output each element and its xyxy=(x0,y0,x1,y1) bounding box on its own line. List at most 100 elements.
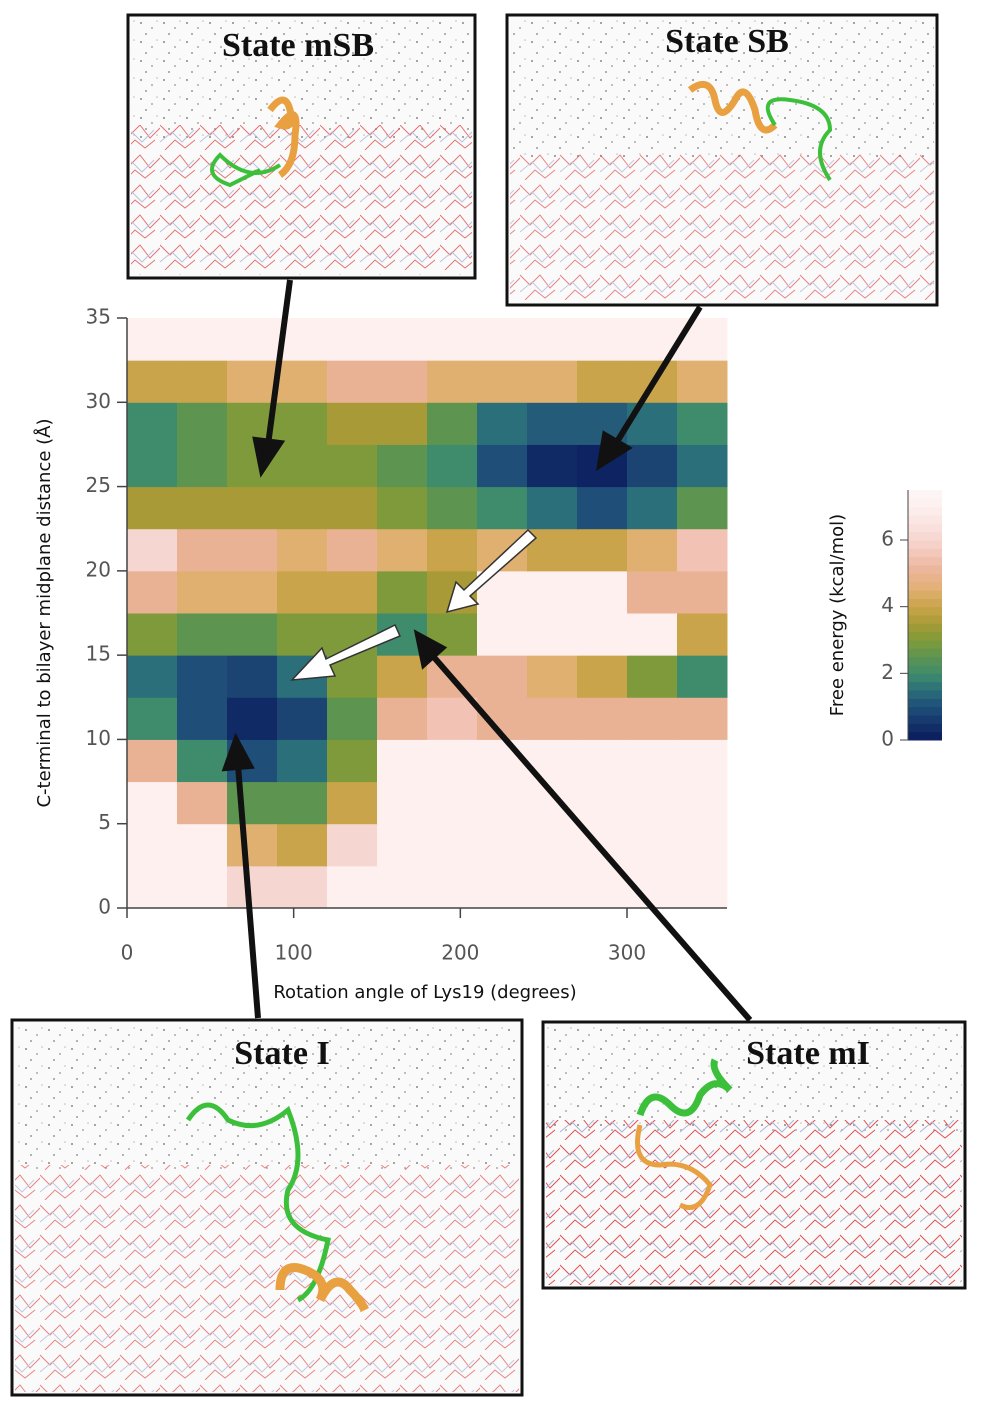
arrow-head xyxy=(595,430,633,472)
energy-cell xyxy=(427,360,478,403)
energy-cell xyxy=(677,402,728,445)
colorbar-tick-label: 6 xyxy=(881,527,894,551)
inset-sb: State SB xyxy=(505,13,939,307)
energy-cell xyxy=(127,486,178,530)
energy-cell xyxy=(327,570,378,614)
energy-cell xyxy=(127,528,178,572)
transition-arrow xyxy=(445,528,538,614)
colorbar-band xyxy=(908,690,942,699)
transition-arrow xyxy=(290,623,402,681)
x-axis-label: Rotation angle of Lys19 (degrees) xyxy=(273,982,576,1003)
coil xyxy=(185,1102,331,1303)
energy-cell xyxy=(627,781,678,825)
colorbar-band xyxy=(908,731,942,741)
energy-cell xyxy=(227,697,278,740)
energy-cell xyxy=(427,823,478,867)
energy-cell xyxy=(677,528,728,572)
axes: 0 5 10 15 20 25 30 35 0 100 200 300 xyxy=(86,305,727,965)
x-tick-label: 0 xyxy=(121,941,134,965)
y-tick-label: 30 xyxy=(86,389,111,413)
energy-cell xyxy=(127,823,178,867)
colorbar-band xyxy=(908,623,942,633)
energy-cell xyxy=(427,697,478,740)
inset-title: State SB xyxy=(665,23,789,60)
energy-cell xyxy=(377,570,428,614)
energy-cell xyxy=(577,739,628,783)
energy-cell xyxy=(327,444,378,488)
coil xyxy=(765,97,833,182)
inset-title: State mSB xyxy=(222,27,374,64)
energy-cell xyxy=(477,739,528,783)
colorbar-band xyxy=(908,673,942,683)
arrow xyxy=(235,764,261,1019)
energy-cell xyxy=(127,697,178,740)
colorbar-band xyxy=(908,531,942,541)
energy-cell xyxy=(377,865,428,909)
energy-cell xyxy=(677,444,728,488)
colorbar-band xyxy=(908,490,942,499)
energy-cell xyxy=(377,402,428,445)
water xyxy=(131,18,472,138)
colorbar-tick-label: 2 xyxy=(881,660,894,684)
energy-cell xyxy=(627,528,678,572)
colorbar-band xyxy=(908,556,942,566)
energy-cell xyxy=(327,402,378,445)
energy-cell xyxy=(427,865,478,909)
energy-cell xyxy=(327,318,378,361)
colorbar-band xyxy=(908,715,942,724)
colorbar-band xyxy=(908,606,942,616)
energy-cell xyxy=(677,823,728,867)
coil xyxy=(635,1124,713,1210)
energy-cell xyxy=(677,697,728,740)
y-axis-label: C-terminal to bilayer midplane distance … xyxy=(33,418,55,807)
helix xyxy=(687,80,778,134)
x-tick-label: 100 xyxy=(275,941,313,965)
energy-cell xyxy=(327,360,378,403)
energy-cell xyxy=(527,865,578,909)
membrane xyxy=(131,125,472,275)
energy-cell xyxy=(177,570,228,614)
inset-title: State mI xyxy=(746,1035,870,1072)
colorbar-band xyxy=(908,656,942,666)
energy-cell xyxy=(377,444,428,488)
energy-cell xyxy=(427,318,478,361)
energy-cell xyxy=(427,486,478,530)
y-tick-label: 10 xyxy=(86,726,111,750)
energy-cell xyxy=(177,781,228,825)
colorbar-band xyxy=(908,540,942,549)
energy-cell xyxy=(427,781,478,825)
y-tick-label: 25 xyxy=(86,473,111,497)
energy-cell xyxy=(127,781,178,825)
energy-cell xyxy=(577,613,628,656)
energy-cell xyxy=(477,402,528,445)
energy-cell xyxy=(127,865,178,909)
energy-cell xyxy=(477,486,528,530)
energy-cell xyxy=(627,444,678,488)
energy-cell xyxy=(677,781,728,825)
arrow-head xyxy=(252,436,286,478)
arrow-head xyxy=(413,629,448,670)
energy-cell xyxy=(577,360,628,403)
energy-cell xyxy=(477,613,528,656)
colorbar-band xyxy=(908,615,942,624)
energy-cell xyxy=(477,823,528,867)
energy-cell xyxy=(277,697,328,740)
energy-cell xyxy=(127,360,178,403)
energy-cell xyxy=(277,570,328,614)
energy-cell xyxy=(327,739,378,783)
contour-plot xyxy=(127,318,728,909)
energy-cell xyxy=(177,865,228,909)
energy-cell xyxy=(377,781,428,825)
energy-cell xyxy=(477,444,528,488)
energy-cell xyxy=(127,739,178,783)
energy-cell xyxy=(227,570,278,614)
energy-cell xyxy=(177,486,228,530)
colorbar-band xyxy=(908,548,942,558)
energy-cell xyxy=(177,318,228,361)
energy-cell xyxy=(377,528,428,572)
energy-cell xyxy=(527,655,578,698)
energy-cell xyxy=(577,486,628,530)
energy-cell xyxy=(427,528,478,572)
energy-cell xyxy=(577,570,628,614)
energy-cell xyxy=(677,739,728,783)
